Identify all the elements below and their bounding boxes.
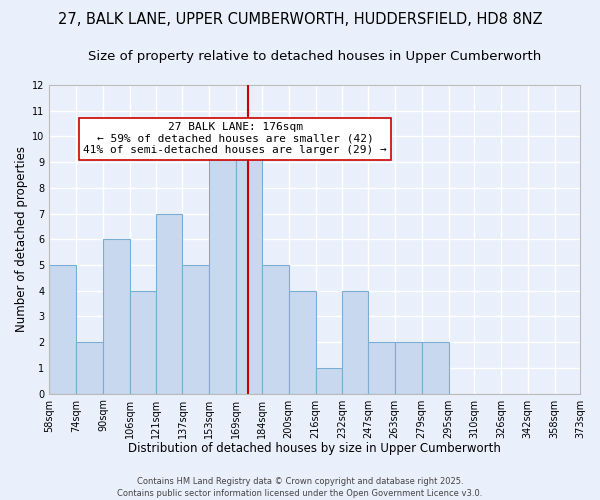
Bar bbox=[343, 290, 368, 394]
Bar bbox=[316, 368, 343, 394]
Bar bbox=[289, 290, 316, 394]
Bar bbox=[236, 136, 262, 394]
Bar bbox=[49, 265, 76, 394]
Title: Size of property relative to detached houses in Upper Cumberworth: Size of property relative to detached ho… bbox=[88, 50, 541, 63]
Bar bbox=[395, 342, 422, 394]
Bar bbox=[130, 290, 155, 394]
X-axis label: Distribution of detached houses by size in Upper Cumberworth: Distribution of detached houses by size … bbox=[128, 442, 501, 455]
Text: 27 BALK LANE: 176sqm
← 59% of detached houses are smaller (42)
41% of semi-detac: 27 BALK LANE: 176sqm ← 59% of detached h… bbox=[83, 122, 387, 155]
Bar bbox=[262, 265, 289, 394]
Bar bbox=[76, 342, 103, 394]
Bar bbox=[103, 240, 130, 394]
Y-axis label: Number of detached properties: Number of detached properties bbox=[15, 146, 28, 332]
Bar bbox=[368, 342, 395, 394]
Bar bbox=[155, 214, 182, 394]
Text: Contains HM Land Registry data © Crown copyright and database right 2025.
Contai: Contains HM Land Registry data © Crown c… bbox=[118, 476, 482, 498]
Bar bbox=[209, 136, 236, 394]
Bar bbox=[422, 342, 449, 394]
Bar bbox=[182, 265, 209, 394]
Text: 27, BALK LANE, UPPER CUMBERWORTH, HUDDERSFIELD, HD8 8NZ: 27, BALK LANE, UPPER CUMBERWORTH, HUDDER… bbox=[58, 12, 542, 28]
